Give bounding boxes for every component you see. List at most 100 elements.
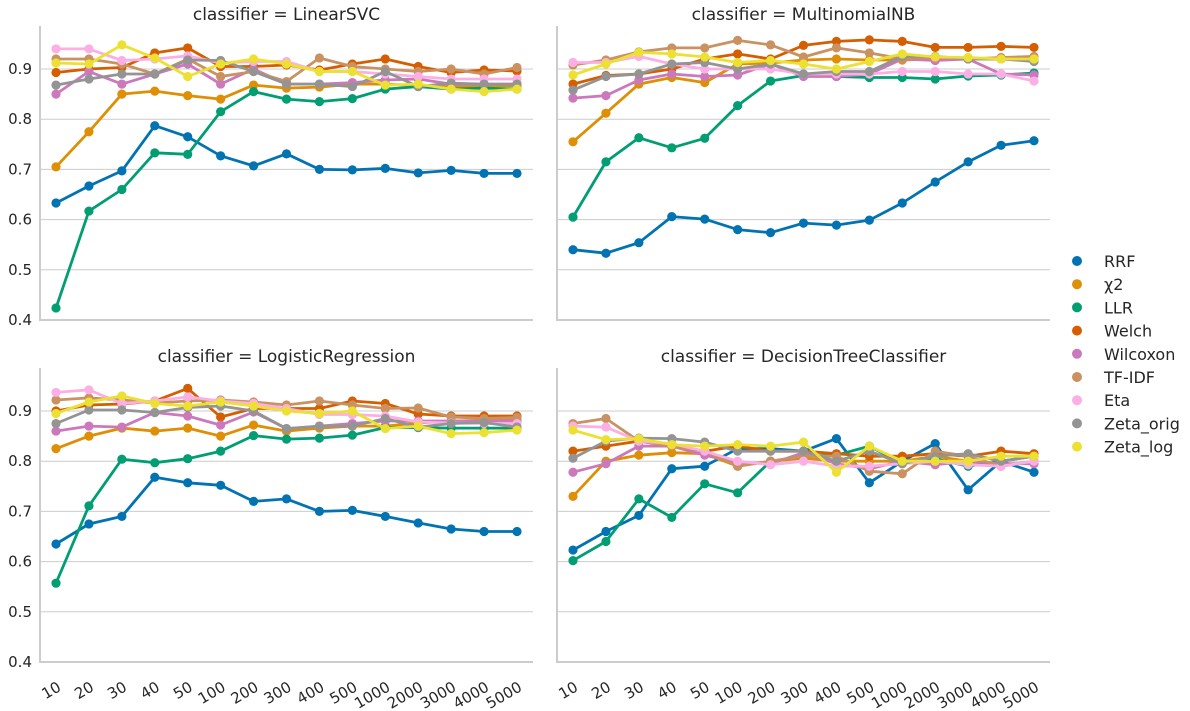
data-point (84, 127, 94, 137)
data-point (996, 41, 1006, 52)
panel-title: classifier = LinearSVC (193, 5, 380, 25)
data-point (601, 71, 611, 82)
data-point (864, 66, 874, 77)
legend: RRF χ2 LLR Welch Wilcoxon TF-IDF Eta Zeta_orig Z… (1072, 252, 1180, 458)
data-point (963, 485, 973, 495)
series-zeta-orig (51, 55, 522, 92)
data-point (798, 40, 809, 51)
data-point (512, 84, 522, 94)
data-point (963, 449, 973, 459)
legend-marker (1072, 372, 1082, 382)
data-point (765, 441, 776, 451)
legend-item: LLR (1072, 298, 1133, 317)
data-point (347, 81, 357, 92)
data-point (634, 47, 644, 58)
data-point (798, 69, 809, 79)
x-tick-label: 300 (778, 678, 812, 708)
data-point (733, 64, 743, 74)
data-point (930, 456, 940, 466)
x-tick-label: 50 (687, 678, 713, 703)
data-point (281, 94, 292, 104)
data-point (314, 97, 325, 107)
data-point (117, 79, 127, 89)
data-point (733, 35, 743, 45)
data-point (568, 85, 578, 95)
data-point (700, 43, 710, 53)
data-point (1029, 54, 1039, 64)
data-point (150, 426, 160, 436)
data-point (183, 411, 193, 421)
data-point (601, 526, 611, 537)
data-point (700, 461, 710, 471)
data-point (667, 49, 677, 59)
data-point (183, 132, 193, 142)
y-tick-label: 0.7 (8, 502, 32, 520)
legend-marker (1072, 418, 1082, 429)
data-point (568, 245, 578, 255)
data-point (51, 198, 61, 208)
data-point (84, 519, 94, 529)
data-point (667, 143, 677, 153)
data-point (446, 84, 456, 94)
data-point (117, 55, 127, 66)
data-point (700, 64, 710, 74)
data-point (248, 430, 259, 441)
data-point (700, 133, 710, 143)
legend-marker (1072, 256, 1082, 266)
data-point (84, 421, 94, 431)
data-point (601, 413, 611, 424)
data-point (864, 56, 874, 67)
data-point (117, 511, 127, 522)
data-point (314, 79, 325, 89)
data-point (248, 54, 259, 64)
data-point (568, 137, 578, 147)
series-zeta-log (568, 425, 1039, 477)
data-point (798, 437, 809, 447)
data-point (601, 536, 611, 547)
data-point (568, 212, 578, 222)
series-llr (51, 422, 522, 588)
data-point (84, 385, 94, 395)
data-point (150, 148, 160, 158)
data-point (314, 53, 325, 63)
data-point (798, 456, 809, 466)
data-point (380, 163, 390, 173)
legend-item: Zeta_orig (1072, 414, 1180, 434)
data-point (512, 425, 522, 435)
data-point (380, 413, 390, 424)
data-point (183, 392, 193, 402)
y-tick-label: 0.4 (8, 311, 32, 329)
data-point (963, 69, 973, 79)
data-point (512, 526, 522, 537)
data-point (831, 54, 842, 64)
data-point (380, 66, 390, 77)
data-point (314, 421, 325, 431)
data-point (248, 420, 259, 430)
data-point (117, 398, 127, 409)
data-point (634, 133, 644, 143)
legend-marker (1072, 395, 1082, 406)
x-tick-label: 20 (588, 678, 614, 703)
data-point (601, 59, 611, 69)
data-point (765, 460, 776, 470)
data-point (733, 456, 743, 466)
data-point (831, 467, 842, 477)
gridlines (557, 68, 1050, 271)
data-point (601, 248, 611, 258)
data-point (413, 421, 423, 431)
x-tick-label: 40 (654, 678, 680, 703)
panel-logisticregression: classifier = LogisticRegression 0.4 0.5 0.… (8, 347, 533, 711)
data-point (733, 488, 743, 498)
legend-marker (1072, 325, 1082, 336)
data-point (667, 464, 677, 474)
data-point (347, 406, 357, 416)
data-point (512, 62, 522, 73)
data-point (864, 215, 874, 225)
legend-item: Welch (1072, 322, 1152, 341)
data-point (733, 101, 743, 111)
y-tick-label: 0.8 (8, 452, 32, 470)
data-point (51, 387, 61, 398)
data-point (1029, 76, 1039, 86)
y-tick-label: 0.5 (8, 603, 32, 621)
data-point (733, 57, 743, 68)
